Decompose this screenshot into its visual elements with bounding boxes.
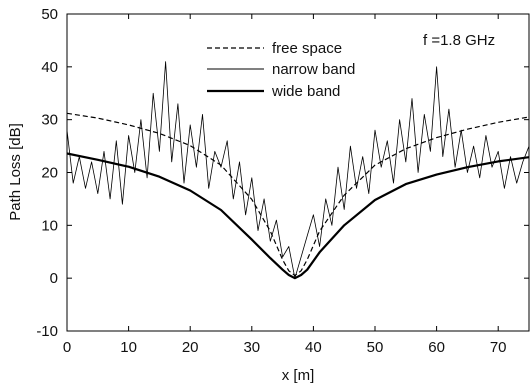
series-line-wide-band (67, 152, 529, 280)
x-tick-label: 30 (243, 339, 260, 356)
y-axis-title: Path Loss [dB] (7, 123, 24, 221)
series-line-free-space (67, 112, 529, 277)
y-tick-label: 30 (41, 112, 58, 129)
legend-label-narrow-band: narrow band (272, 61, 355, 78)
y-tick-label: 20 (41, 165, 58, 182)
y-tick-label: 50 (41, 6, 58, 23)
x-tick-label: 60 (428, 339, 445, 356)
frequency-annotation: f =1.8 GHz (423, 32, 495, 49)
y-tick-label: 10 (41, 217, 58, 234)
legend: free space narrow band wide band (207, 40, 355, 100)
ticks-layer (66, 13, 529, 332)
series-line-narrow-band (67, 61, 529, 279)
x-tick-label: 20 (182, 339, 199, 356)
x-tick-label: 50 (367, 339, 384, 356)
x-axis-title: x [m] (282, 367, 315, 384)
x-tick-label: 10 (120, 339, 137, 356)
tick-labels-layer: 0 10 20 30 40 50 60 70 -10 0 10 20 30 40 50 (36, 6, 506, 356)
series-layer (67, 61, 529, 280)
y-tick-label: 0 (50, 270, 58, 287)
x-tick-label: 0 (63, 339, 71, 356)
y-tick-label: -10 (36, 323, 58, 340)
x-tick-label: 40 (305, 339, 322, 356)
y-tick-label: 40 (41, 59, 58, 76)
legend-label-free-space: free space (272, 40, 342, 57)
legend-label-wide-band: wide band (271, 83, 340, 100)
x-tick-label: 70 (490, 339, 507, 356)
